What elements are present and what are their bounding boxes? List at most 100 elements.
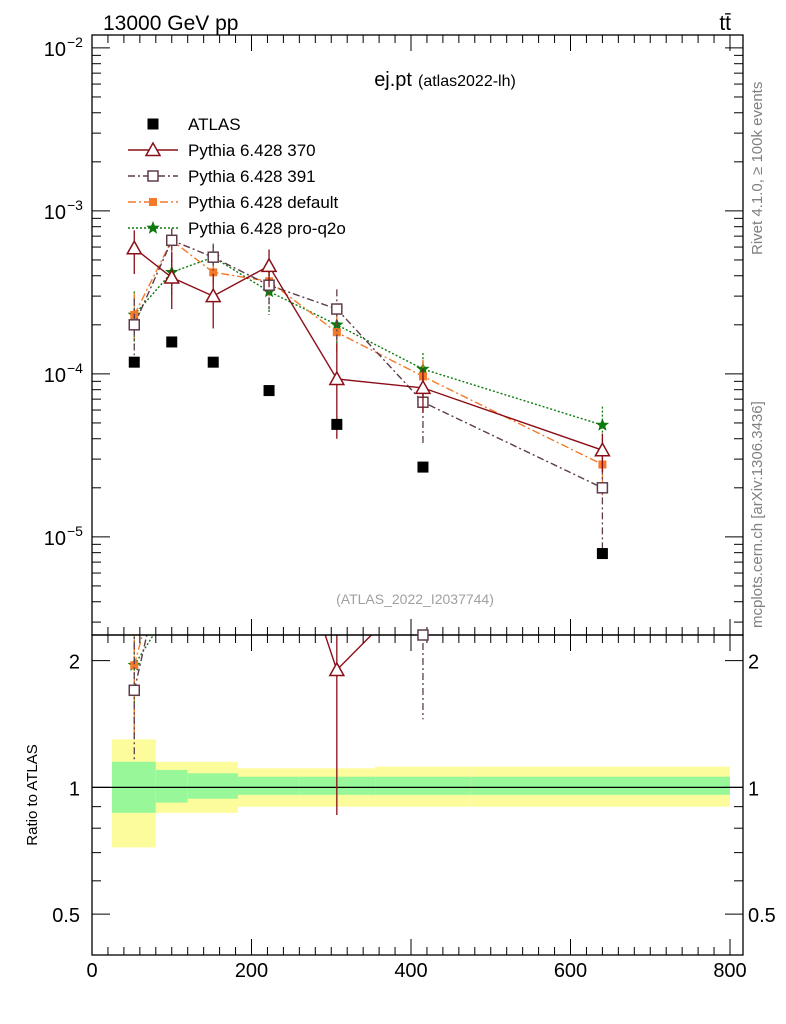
rivet-label: Rivet 4.1.0, ≥ 100k events (749, 82, 766, 255)
ratio-band-inner (375, 776, 471, 795)
x-tick-label: 200 (235, 960, 268, 982)
main-y-tick-exponent: −2 (67, 34, 83, 50)
ratio-point-pq2o (416, 527, 429, 540)
ratio-y-axis-label: Ratio to ATLAS (24, 744, 41, 845)
point-pdef (332, 328, 341, 337)
ratio-y-tick-label-right: 0.5 (748, 905, 776, 927)
ratio-point-p370 (206, 613, 220, 626)
header-left: 13000 GeV pp (103, 12, 238, 35)
ratio-y-tick-label: 0.5 (52, 905, 80, 927)
ratio-point-pq2o (165, 599, 178, 612)
point-p391 (207, 251, 219, 263)
point-pq2o (595, 418, 610, 431)
main-y-tick-exponent: −3 (67, 197, 83, 213)
legend: ATLAS Pythia 6.428 370 Pythia 6.428 391 Pyt… (128, 115, 346, 238)
plot-subtitle: (atlas2022-lh) (418, 73, 516, 90)
ratio-bands (111, 739, 730, 848)
ratio-point-pq2o (330, 522, 343, 535)
ratio-point-pdef (209, 551, 217, 559)
ratio-point-p370 (416, 576, 430, 589)
point-p391 (166, 234, 178, 247)
ratio-line-pq2o (133, 635, 155, 666)
ratio-point-p391 (167, 520, 177, 530)
legend-marker-p391 (147, 170, 159, 182)
main-y-tick-label: 10 (44, 39, 66, 61)
ratio-point-p391 (128, 684, 141, 697)
point-p370 (163, 269, 181, 284)
analysis-id: (ATLAS_2022_I2037744) (336, 591, 494, 607)
ratio-point-p391 (418, 615, 428, 625)
x-tick-label: 600 (554, 960, 587, 982)
legend-marker-pdef (149, 198, 157, 206)
ratio-line-p370 (324, 635, 373, 672)
main-y-tick-exponent: −5 (67, 523, 83, 539)
series-line-pdef (133, 239, 603, 466)
legend-label: Pythia 6.428 391 (188, 167, 316, 186)
legend-label: Pythia 6.428 pro-q2o (188, 219, 346, 238)
point-atlas (596, 548, 608, 560)
legend-marker-atlas (147, 118, 159, 130)
legend-label: ATLAS (188, 115, 241, 134)
ratio-point-p391 (597, 615, 607, 625)
series-line-p370 (133, 247, 603, 451)
main-series-layer (125, 228, 611, 560)
point-pdef (209, 268, 218, 277)
point-atlas (207, 356, 219, 368)
ratio-band-inner (187, 773, 238, 799)
point-atlas (263, 385, 275, 397)
ratio-point-pdef (333, 544, 341, 552)
point-p370 (204, 287, 222, 303)
main-y-tick-base: 10 (44, 365, 66, 387)
main-y-tick-label: 10 (44, 365, 66, 387)
ratio-point-pdef (168, 521, 176, 529)
ratio-point-p370 (328, 661, 346, 677)
ratio-point-pdef (130, 661, 139, 670)
main-y-tick-label: 10 (44, 202, 66, 224)
ratio-y-tick-label: 2 (69, 652, 80, 674)
ratio-y-tick-label: 1 (69, 778, 80, 800)
ratio-series-layer (127, 459, 607, 815)
main-y-tick-base: 10 (44, 528, 66, 550)
ratio-point-p370 (262, 459, 276, 472)
ratio-point-pdef (419, 549, 427, 557)
point-pq2o (416, 362, 430, 375)
ratio-line-p391 (133, 635, 148, 691)
ratio-y-tick-label-right: 1 (748, 778, 759, 800)
point-atlas (417, 461, 429, 473)
x-tick-label: 400 (394, 960, 427, 982)
ratio-point-p391-edge (417, 629, 429, 641)
legend-label: Pythia 6.428 370 (188, 141, 316, 160)
point-p391 (128, 319, 141, 331)
point-p370 (125, 239, 143, 255)
ratio-point-pq2o (207, 509, 220, 522)
ratio-point-p370 (165, 613, 179, 626)
ratio-point-p391 (264, 511, 274, 521)
ratio-point-p391 (332, 484, 342, 494)
series-line-pq2o (133, 256, 603, 426)
main-y-tick-base: 10 (44, 39, 66, 61)
main-y-tick-base: 10 (44, 202, 66, 224)
ratio-band-inner (470, 776, 730, 795)
x-tick-label: 800 (713, 960, 746, 982)
main-y-tick-label: 10 (44, 528, 66, 550)
legend-marker-p370 (144, 141, 162, 157)
point-p370 (414, 379, 432, 395)
point-p370 (260, 257, 278, 273)
ratio-line-pdef (133, 635, 144, 666)
header-right: tt̄ (719, 12, 731, 35)
point-p370 (594, 441, 611, 457)
point-p370 (328, 370, 346, 386)
ratio-y-tick-label-right: 2 (748, 652, 759, 674)
point-atlas (128, 356, 140, 368)
legend-marker-pq2o (146, 221, 160, 234)
legend-label: Pythia 6.428 default (188, 193, 339, 212)
point-atlas (166, 336, 178, 348)
x-tick-label: 0 (86, 960, 97, 982)
mcplots-label: mcplots.cern.ch [arXiv:1306.3436] (749, 401, 766, 628)
ratio-point-p391 (208, 511, 218, 521)
plot-title: ej.pt (374, 69, 412, 91)
main-y-tick-exponent: −4 (67, 360, 83, 376)
ratio-point-pq2o (262, 522, 275, 535)
